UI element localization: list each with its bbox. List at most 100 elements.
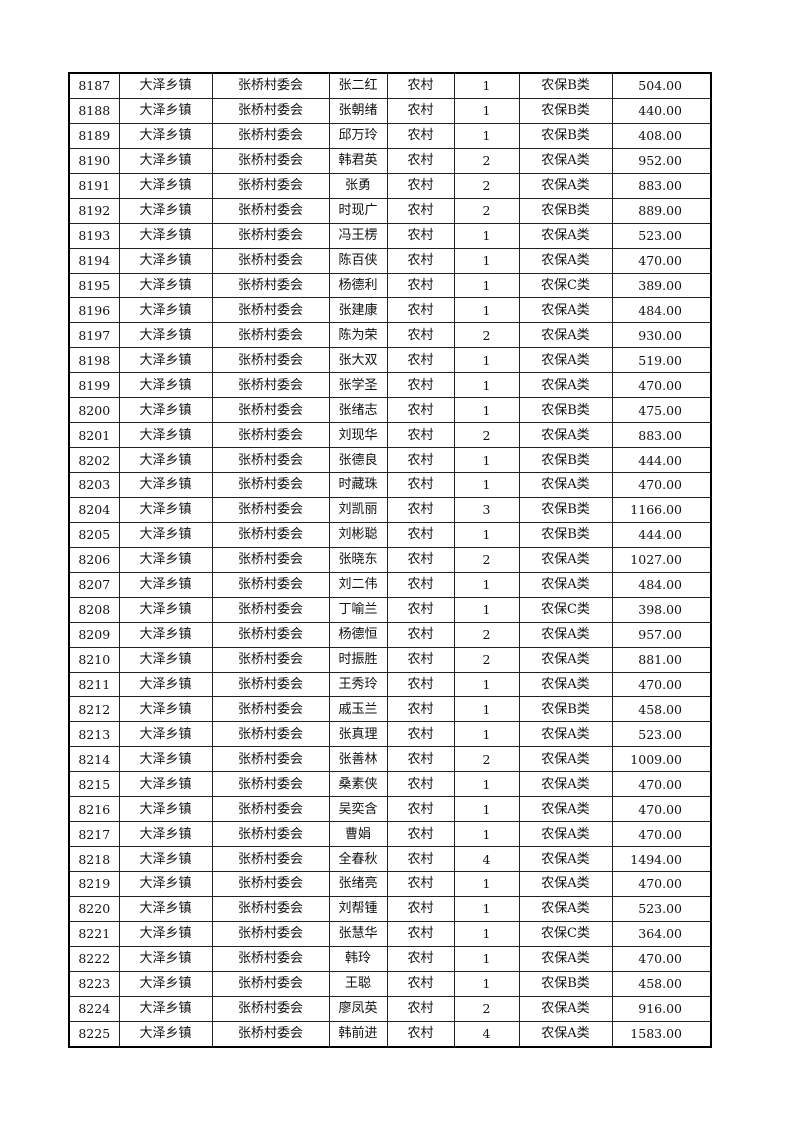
table-row: 8187 大泽乡镇 张桥村委会 张二红 农村 1 农保B类 504.00 <box>68 72 712 99</box>
name-cell: 时振胜 <box>328 646 388 673</box>
row-number-cell: 8214 <box>68 746 120 773</box>
name-cell: 张晓东 <box>328 546 388 573</box>
table-row: 8197 大泽乡镇 张桥村委会 陈为荣 农村 2 农保A类 930.00 <box>68 322 712 349</box>
township-cell: 大泽乡镇 <box>118 472 213 498</box>
member-count-cell: 1 <box>453 596 520 623</box>
village-committee-cell: 张桥村委会 <box>211 297 330 324</box>
table-row: 8196 大泽乡镇 张桥村委会 张建康 农村 1 农保A类 484.00 <box>68 297 712 324</box>
row-number-cell: 8213 <box>68 721 120 748</box>
township-cell: 大泽乡镇 <box>118 671 213 698</box>
insurance-category-cell: 农保A类 <box>518 571 613 598</box>
township-cell: 大泽乡镇 <box>118 945 213 972</box>
township-cell: 大泽乡镇 <box>118 397 213 424</box>
village-committee-cell: 张桥村委会 <box>211 696 330 723</box>
household-type-cell: 农村 <box>386 347 455 374</box>
insurance-category-cell: 农保A类 <box>518 945 613 972</box>
township-cell: 大泽乡镇 <box>118 272 213 299</box>
household-type-cell: 农村 <box>386 821 455 848</box>
township-cell: 大泽乡镇 <box>118 771 213 798</box>
amount-cell: 398.00 <box>611 596 712 623</box>
row-number-cell: 8209 <box>68 621 120 648</box>
household-type-cell: 农村 <box>386 746 455 773</box>
township-cell: 大泽乡镇 <box>118 995 213 1022</box>
township-cell: 大泽乡镇 <box>118 796 213 823</box>
row-number-cell: 8207 <box>68 571 120 598</box>
table-row: 8220 大泽乡镇 张桥村委会 刘帮锺 农村 1 农保A类 523.00 <box>68 895 712 922</box>
member-count-cell: 1 <box>453 771 520 798</box>
village-committee-cell: 张桥村委会 <box>211 496 330 523</box>
township-cell: 大泽乡镇 <box>118 496 213 523</box>
amount-cell: 484.00 <box>611 297 712 324</box>
household-type-cell: 农村 <box>386 272 455 299</box>
amount-cell: 883.00 <box>611 422 712 449</box>
table-row: 8201 大泽乡镇 张桥村委会 刘现华 农村 2 农保A类 883.00 <box>68 422 712 449</box>
row-number-cell: 8210 <box>68 646 120 673</box>
row-number-cell: 8221 <box>68 920 120 947</box>
amount-cell: 444.00 <box>611 447 712 473</box>
insurance-category-cell: 农保A类 <box>518 1020 613 1048</box>
household-type-cell: 农村 <box>386 197 455 224</box>
name-cell: 张慧华 <box>328 920 388 947</box>
insurance-category-cell: 农保A类 <box>518 621 613 648</box>
member-count-cell: 1 <box>453 521 520 548</box>
member-count-cell: 2 <box>453 147 520 174</box>
insurance-category-cell: 农保A类 <box>518 546 613 573</box>
member-count-cell: 2 <box>453 546 520 573</box>
township-cell: 大泽乡镇 <box>118 920 213 947</box>
insurance-category-cell: 农保A类 <box>518 995 613 1022</box>
name-cell: 全春秋 <box>328 846 388 872</box>
household-type-cell: 农村 <box>386 671 455 698</box>
row-number-cell: 8223 <box>68 970 120 997</box>
household-type-cell: 农村 <box>386 970 455 997</box>
insurance-category-cell: 农保B类 <box>518 970 613 997</box>
village-committee-cell: 张桥村委会 <box>211 821 330 848</box>
member-count-cell: 3 <box>453 496 520 523</box>
village-committee-cell: 张桥村委会 <box>211 521 330 548</box>
insurance-category-cell: 农保B类 <box>518 496 613 523</box>
name-cell: 张大双 <box>328 347 388 374</box>
table-row: 8189 大泽乡镇 张桥村委会 邱万玲 农村 1 农保B类 408.00 <box>68 122 712 149</box>
member-count-cell: 1 <box>453 472 520 498</box>
township-cell: 大泽乡镇 <box>118 546 213 573</box>
row-number-cell: 8222 <box>68 945 120 972</box>
row-number-cell: 8217 <box>68 821 120 848</box>
table-row: 8195 大泽乡镇 张桥村委会 杨德利 农村 1 农保C类 389.00 <box>68 272 712 299</box>
household-type-cell: 农村 <box>386 222 455 249</box>
household-type-cell: 农村 <box>386 322 455 349</box>
member-count-cell: 1 <box>453 696 520 723</box>
household-type-cell: 农村 <box>386 846 455 872</box>
table-row: 8222 大泽乡镇 张桥村委会 韩玲 农村 1 农保A类 470.00 <box>68 945 712 972</box>
household-type-cell: 农村 <box>386 247 455 274</box>
township-cell: 大泽乡镇 <box>118 72 213 99</box>
village-committee-cell: 张桥村委会 <box>211 322 330 349</box>
table-row: 8213 大泽乡镇 张桥村委会 张真理 农村 1 农保A类 523.00 <box>68 721 712 748</box>
name-cell: 曹娟 <box>328 821 388 848</box>
row-number-cell: 8191 <box>68 172 120 199</box>
amount-cell: 1027.00 <box>611 546 712 573</box>
amount-cell: 952.00 <box>611 147 712 174</box>
village-committee-cell: 张桥村委会 <box>211 472 330 498</box>
township-cell: 大泽乡镇 <box>118 297 213 324</box>
row-number-cell: 8212 <box>68 696 120 723</box>
row-number-cell: 8220 <box>68 895 120 922</box>
amount-cell: 364.00 <box>611 920 712 947</box>
township-cell: 大泽乡镇 <box>118 422 213 449</box>
household-type-cell: 农村 <box>386 945 455 972</box>
member-count-cell: 4 <box>453 846 520 872</box>
household-type-cell: 农村 <box>386 895 455 922</box>
name-cell: 吴奕含 <box>328 796 388 823</box>
township-cell: 大泽乡镇 <box>118 821 213 848</box>
township-cell: 大泽乡镇 <box>118 447 213 473</box>
amount-cell: 470.00 <box>611 821 712 848</box>
table-row: 8188 大泽乡镇 张桥村委会 张朝绪 农村 1 农保B类 440.00 <box>68 97 712 124</box>
insurance-category-cell: 农保B类 <box>518 72 613 99</box>
row-number-cell: 8197 <box>68 322 120 349</box>
row-number-cell: 8199 <box>68 372 120 399</box>
row-number-cell: 8198 <box>68 347 120 374</box>
village-committee-cell: 张桥村委会 <box>211 671 330 698</box>
amount-cell: 408.00 <box>611 122 712 149</box>
township-cell: 大泽乡镇 <box>118 646 213 673</box>
table-row: 8219 大泽乡镇 张桥村委会 张绪亮 农村 1 农保A类 470.00 <box>68 871 712 897</box>
row-number-cell: 8194 <box>68 247 120 274</box>
name-cell: 刘现华 <box>328 422 388 449</box>
